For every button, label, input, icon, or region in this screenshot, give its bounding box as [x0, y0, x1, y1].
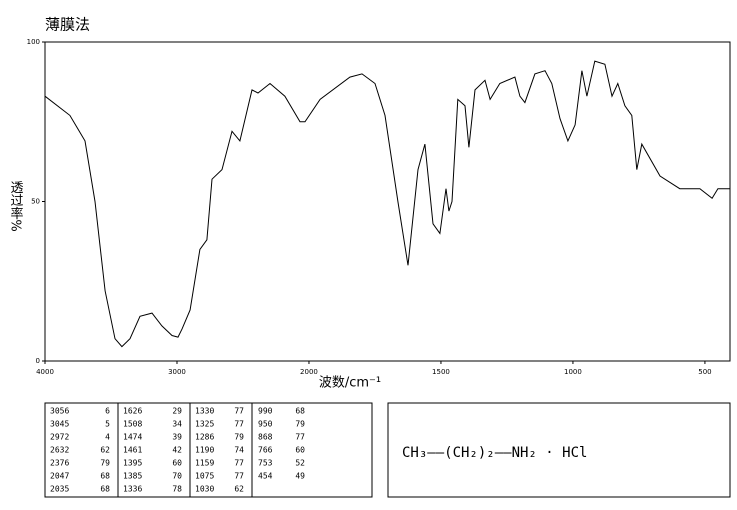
peak-transmittance: 70	[172, 472, 182, 481]
peak-transmittance: 39	[172, 433, 182, 442]
y-tick-label: 0	[36, 357, 40, 365]
peak-wavenumber: 454	[258, 472, 273, 481]
peak-transmittance: 29	[172, 407, 182, 416]
peak-wavenumber: 1508	[123, 420, 142, 429]
peak-transmittance: 74	[234, 446, 244, 455]
peak-wavenumber: 1626	[123, 407, 142, 416]
peak-wavenumber: 2972	[50, 433, 69, 442]
peak-transmittance: 77	[234, 472, 244, 481]
y-tick-label: 100	[27, 38, 40, 46]
peak-wavenumber: 1190	[195, 446, 214, 455]
peak-wavenumber: 950	[258, 420, 273, 429]
y-axis-label: 透过率%	[8, 180, 24, 231]
x-tick-label: 4000	[36, 368, 54, 376]
peak-wavenumber: 1325	[195, 420, 214, 429]
peak-transmittance: 60	[295, 446, 305, 455]
x-axis-label: 波数/cm⁻¹	[319, 376, 381, 391]
peak-wavenumber: 766	[258, 446, 273, 455]
peak-transmittance: 77	[234, 420, 244, 429]
peak-wavenumber: 1336	[123, 485, 142, 494]
peak-transmittance: 68	[100, 485, 110, 494]
peak-wavenumber: 2376	[50, 459, 69, 468]
formula-frame	[387, 402, 731, 498]
peak-wavenumber: 1030	[195, 485, 214, 494]
peak-wavenumber: 2035	[50, 485, 69, 494]
peak-transmittance: 77	[234, 459, 244, 468]
peak-table-frame	[44, 402, 373, 498]
y-tick-label: 50	[31, 198, 40, 206]
peak-transmittance: 60	[172, 459, 182, 468]
x-tick-label: 2000	[300, 368, 318, 376]
peak-transmittance: 6	[105, 407, 110, 416]
peak-wavenumber: 2047	[50, 472, 69, 481]
peak-transmittance: 68	[100, 472, 110, 481]
peak-transmittance: 49	[295, 472, 305, 481]
x-tick-label: 3000	[168, 368, 186, 376]
peak-wavenumber: 1330	[195, 407, 214, 416]
peak-transmittance: 52	[295, 459, 305, 468]
peak-wavenumber: 753	[258, 459, 273, 468]
peak-transmittance: 62	[234, 485, 244, 494]
peak-transmittance: 77	[234, 407, 244, 416]
peak-wavenumber: 1286	[195, 433, 214, 442]
peak-wavenumber: 1159	[195, 459, 214, 468]
peak-transmittance: 42	[172, 446, 182, 455]
peak-wavenumber: 868	[258, 433, 273, 442]
peak-wavenumber: 1474	[123, 433, 142, 442]
plot-frame	[44, 41, 731, 362]
peak-wavenumber: 2632	[50, 446, 69, 455]
peak-transmittance: 62	[100, 446, 110, 455]
peak-wavenumber: 3056	[50, 407, 69, 416]
peak-transmittance: 4	[105, 433, 110, 442]
peak-transmittance: 34	[172, 420, 182, 429]
peak-wavenumber: 3045	[50, 420, 69, 429]
x-tick-label: 1500	[432, 368, 450, 376]
peak-transmittance: 68	[295, 407, 305, 416]
chart-title: 薄膜法	[45, 16, 90, 34]
peak-transmittance: 5	[105, 420, 110, 429]
peak-wavenumber: 1075	[195, 472, 214, 481]
x-tick-label: 500	[698, 368, 711, 376]
x-tick-label: 1000	[564, 368, 582, 376]
peak-transmittance: 79	[295, 420, 305, 429]
spectrum-line	[44, 60, 730, 348]
peak-wavenumber: 1395	[123, 459, 142, 468]
peak-transmittance: 77	[295, 433, 305, 442]
peak-transmittance: 79	[100, 459, 110, 468]
peak-transmittance: 78	[172, 485, 182, 494]
peak-wavenumber: 1385	[123, 472, 142, 481]
formula: CH₃——(CH₂)₂——NH₂ · HCl	[402, 445, 587, 461]
peak-wavenumber: 990	[258, 407, 273, 416]
peak-transmittance: 79	[234, 433, 244, 442]
peak-wavenumber: 1461	[123, 446, 142, 455]
